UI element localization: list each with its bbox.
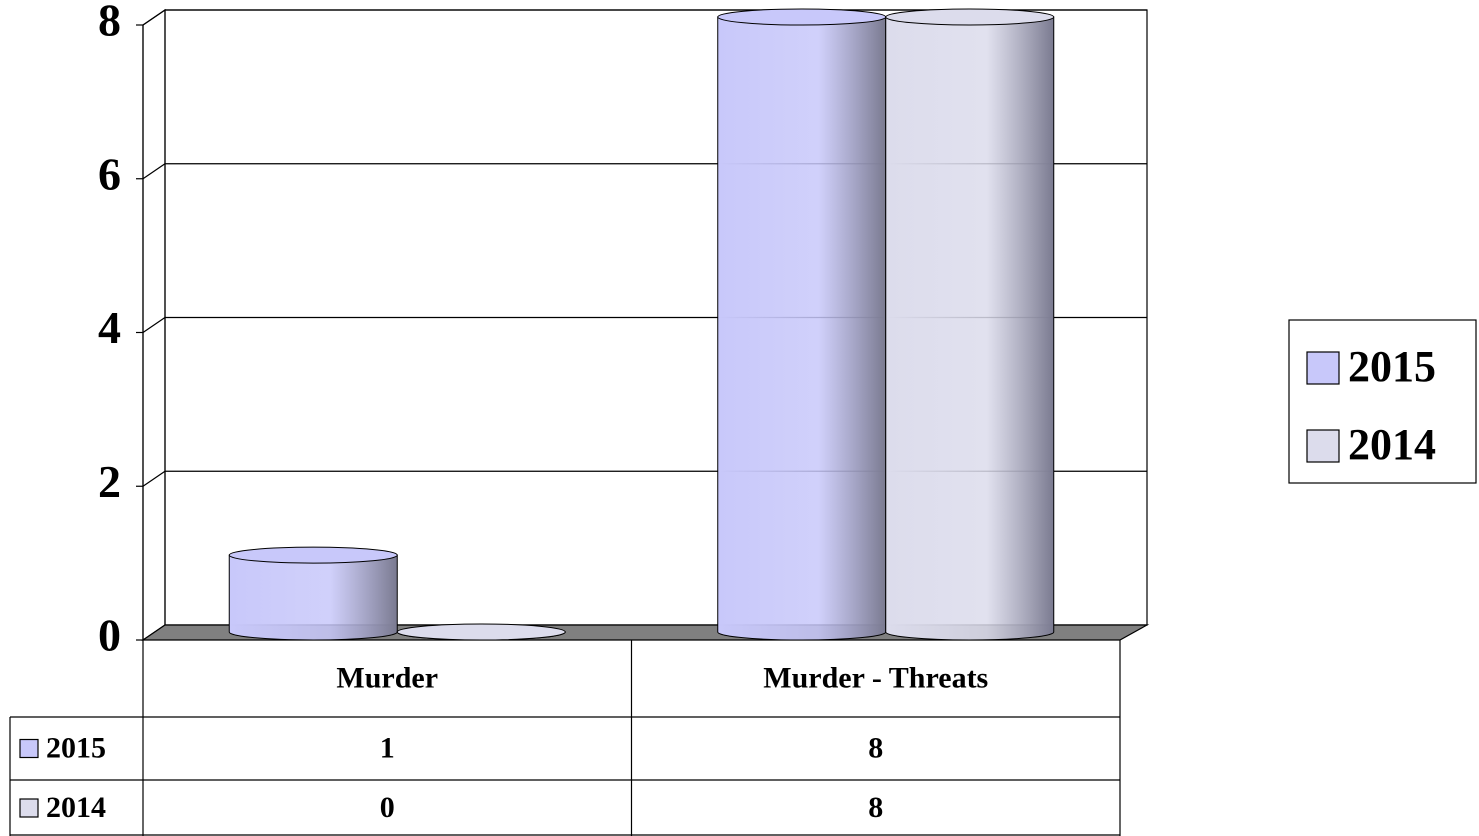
table-cell: 8	[868, 731, 883, 764]
table-cell: 1	[380, 731, 395, 764]
bar-top	[885, 8, 1055, 26]
legend-swatch	[1306, 429, 1340, 463]
bar	[228, 554, 398, 641]
table-swatch	[19, 798, 39, 818]
bar-top	[228, 546, 398, 564]
legend-label: 2015	[1348, 342, 1436, 391]
legend-label: 2014	[1348, 420, 1436, 469]
y-tick-label: 0	[98, 610, 121, 661]
y-tick-label: 8	[98, 0, 121, 46]
bar-top	[396, 623, 566, 641]
table-header: Murder - Threats	[763, 661, 988, 694]
bar	[885, 16, 1055, 641]
table-cell: 0	[380, 791, 395, 824]
legend-swatch	[1306, 351, 1340, 385]
table-row-label: 2014	[46, 791, 106, 824]
y-tick-label: 4	[98, 302, 121, 353]
y-tick-label: 2	[98, 456, 121, 507]
table-cell: 8	[868, 791, 883, 824]
y-tick-label: 6	[98, 148, 121, 199]
table-swatch	[19, 738, 39, 759]
bar	[717, 16, 887, 641]
table-header: Murder	[336, 661, 438, 694]
table-row-label: 2015	[46, 731, 106, 764]
bar-top	[717, 8, 887, 26]
